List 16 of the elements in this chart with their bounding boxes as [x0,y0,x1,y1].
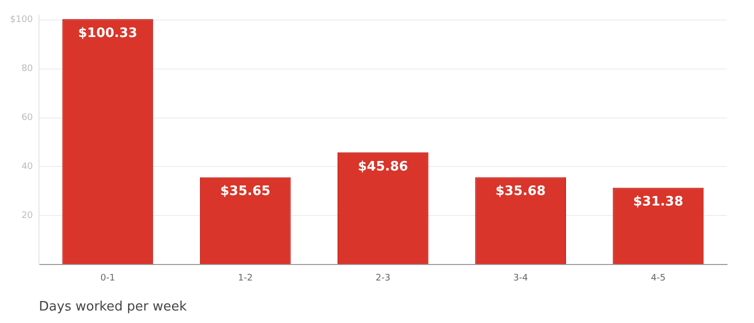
y-tick-label: $100 [10,15,34,26]
data-label: $31.38 [633,194,684,210]
x-tick-label: 3-4 [513,273,528,284]
x-tick-label: 1-2 [238,273,253,284]
data-label: $45.86 [358,159,408,174]
x-tick-label: 0-1 [100,273,116,284]
y-tick-label: 20 [21,211,34,222]
y-tick-label: 40 [21,162,34,172]
y-tick-label: 60 [21,113,34,124]
y-tick-label: 80 [21,64,34,74]
x-axis-title: Days worked per week [38,300,188,315]
x-tick-label: 2-3 [376,273,390,284]
data-label: $100.33 [78,26,138,41]
x-tick-label: 4-5 [650,273,666,284]
data-label: $35.65 [220,184,270,200]
data-label: $35.68 [495,184,546,200]
